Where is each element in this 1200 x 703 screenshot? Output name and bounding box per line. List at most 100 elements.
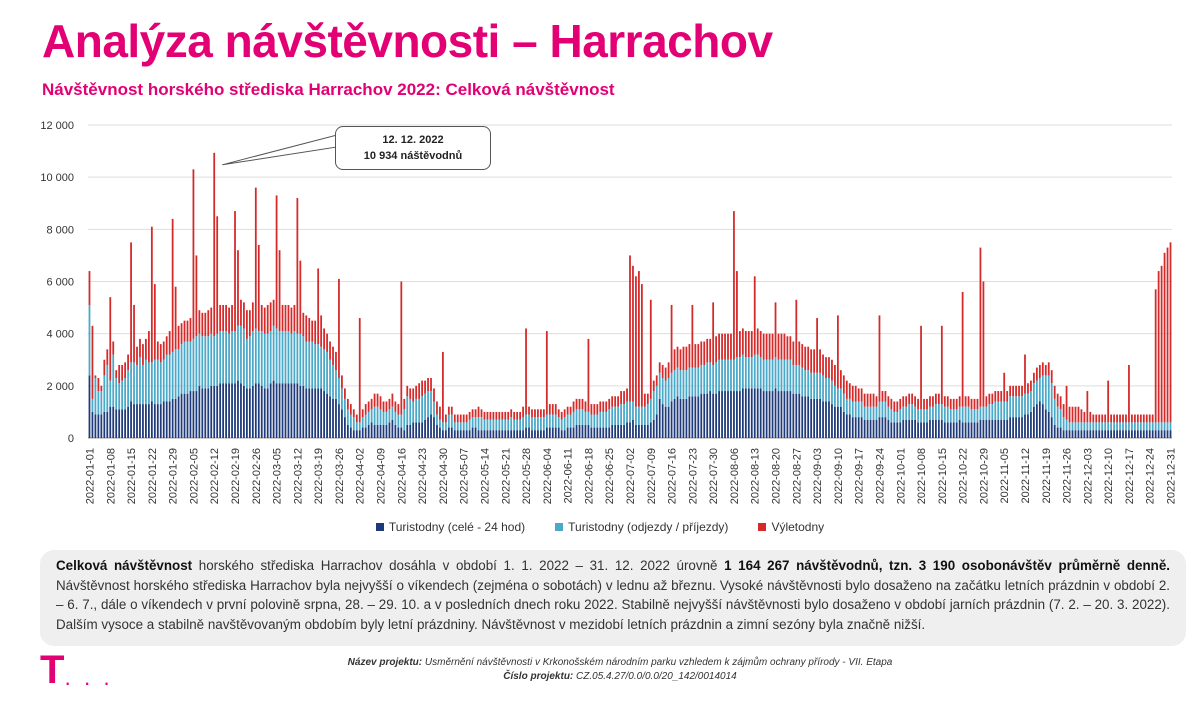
- bar-vyletodny: [881, 391, 884, 402]
- bar-turistodny-odjezdy: [997, 401, 1000, 420]
- y-tick-label: 12 000: [40, 120, 74, 132]
- bar-turistodny-cele: [842, 411, 845, 438]
- bar-turistodny-cele: [150, 401, 153, 438]
- bar-turistodny-odjezdy: [572, 411, 575, 428]
- legend-label: Výletodny: [771, 520, 825, 534]
- bar-turistodny-odjezdy: [501, 419, 504, 431]
- bar-vyletodny: [237, 250, 239, 326]
- bar-turistodny-cele: [834, 406, 836, 438]
- bar-turistodny-cele: [652, 419, 655, 438]
- bar-turistodny-cele: [872, 419, 875, 438]
- bar-turistodny-odjezdy: [682, 370, 685, 399]
- bar-turistodny-cele: [162, 401, 165, 438]
- bar-turistodny-odjezdy: [1050, 383, 1053, 418]
- bar-turistodny-cele: [492, 430, 495, 438]
- bar-turistodny-odjezdy: [605, 411, 608, 428]
- bar-turistodny-odjezdy: [207, 336, 210, 389]
- bar-turistodny-cele: [569, 427, 572, 438]
- bar-vyletodny: [234, 211, 236, 332]
- bar-vyletodny: [730, 333, 732, 360]
- bar-vyletodny: [1095, 414, 1098, 423]
- bar-turistodny-odjezdy: [789, 359, 792, 392]
- bar-vyletodny: [174, 286, 177, 350]
- bar-vyletodny: [738, 331, 741, 358]
- bar-turistodny-cele: [1065, 430, 1068, 438]
- summary-bold-start: Celková návštěvnost: [56, 558, 193, 573]
- bar-turistodny-cele: [486, 430, 489, 438]
- bar-turistodny-odjezdy: [1080, 422, 1083, 431]
- bar-turistodny-cele: [1139, 430, 1142, 438]
- bar-turistodny-odjezdy: [872, 406, 875, 420]
- x-tick-label: 2022-11-26: [1062, 448, 1074, 503]
- bar-turistodny-cele: [715, 393, 718, 438]
- bar-turistodny-odjezdy: [453, 422, 456, 431]
- bar-turistodny-odjezdy: [415, 398, 418, 423]
- bar-turistodny-cele: [798, 393, 801, 438]
- bar-vyletodny: [626, 388, 628, 402]
- bar-vyletodny: [198, 310, 201, 334]
- bar-turistodny-cele: [620, 424, 622, 438]
- bar-turistodny-odjezdy: [504, 419, 507, 431]
- bar-turistodny-odjezdy: [569, 414, 572, 428]
- bar-turistodny-odjezdy: [646, 404, 649, 425]
- bar-turistodny-odjezdy: [382, 411, 385, 425]
- bar-turistodny-cele: [1136, 430, 1139, 438]
- bar-turistodny-cele: [201, 388, 204, 438]
- bar-turistodny-odjezdy: [531, 417, 533, 431]
- bar-turistodny-cele: [516, 430, 519, 438]
- bar-turistodny-odjezdy: [744, 357, 747, 389]
- bar-turistodny-odjezdy: [949, 409, 952, 423]
- bar-vyletodny: [605, 401, 608, 412]
- bar-vyletodny: [1157, 271, 1160, 423]
- bar-turistodny-cele: [260, 385, 263, 438]
- bar-turistodny-odjezdy: [367, 411, 370, 425]
- bar-turistodny-odjezdy: [483, 419, 486, 431]
- bar-turistodny-odjezdy: [807, 370, 810, 397]
- bar-turistodny-odjezdy: [736, 357, 738, 392]
- bar-vyletodny: [869, 393, 872, 407]
- bar-turistodny-odjezdy: [237, 325, 239, 381]
- bar-turistodny-odjezdy: [162, 359, 165, 402]
- legend-swatch: [555, 523, 564, 531]
- bar-turistodny-odjezdy: [320, 346, 323, 389]
- bar-turistodny-cele: [819, 398, 821, 439]
- bar-turistodny-odjezdy: [103, 375, 106, 412]
- bar-turistodny-cele: [810, 398, 813, 439]
- bar-turistodny-odjezdy: [721, 359, 723, 392]
- bar-turistodny-odjezdy: [1033, 383, 1035, 407]
- bar-vyletodny: [1027, 383, 1029, 394]
- bar-vyletodny: [145, 338, 147, 360]
- bar-turistodny-cele: [450, 427, 453, 438]
- bar-turistodny-odjezdy: [338, 378, 340, 405]
- bar-turistodny-odjezdy: [1068, 422, 1071, 431]
- bar-vyletodny: [474, 409, 477, 418]
- bar-turistodny-odjezdy: [516, 419, 519, 431]
- bar-turistodny-odjezdy: [842, 393, 845, 412]
- bar-turistodny-cele: [1053, 424, 1056, 438]
- bar-turistodny-cele: [1154, 430, 1157, 438]
- bar-vyletodny: [979, 247, 982, 407]
- bar-turistodny-odjezdy: [973, 409, 976, 423]
- bar-turistodny-odjezdy: [623, 404, 625, 425]
- bar-turistodny-cele: [774, 388, 777, 438]
- bar-turistodny-odjezdy: [1009, 396, 1012, 418]
- bar-turistodny-cele: [364, 427, 367, 438]
- bar-turistodny-cele: [572, 427, 575, 438]
- bar-turistodny-cele: [890, 422, 893, 438]
- bar-vyletodny: [768, 333, 771, 360]
- bar-turistodny-cele: [839, 406, 842, 438]
- bar-turistodny-cele: [299, 385, 302, 438]
- bar-turistodny-odjezdy: [308, 341, 311, 389]
- bar-turistodny-cele: [477, 430, 480, 438]
- bar-turistodny-odjezdy: [507, 419, 510, 431]
- bar-vyletodny: [750, 331, 753, 358]
- bar-vyletodny: [703, 341, 706, 365]
- bar-turistodny-cele: [257, 383, 260, 438]
- bar-vyletodny: [537, 409, 539, 418]
- bar-vyletodny: [872, 393, 875, 407]
- bar-turistodny-odjezdy: [1098, 422, 1101, 431]
- bar-turistodny-cele: [302, 385, 305, 438]
- bar-turistodny-odjezdy: [364, 414, 367, 428]
- bar-turistodny-odjezdy: [617, 406, 620, 425]
- bar-vyletodny: [646, 393, 649, 405]
